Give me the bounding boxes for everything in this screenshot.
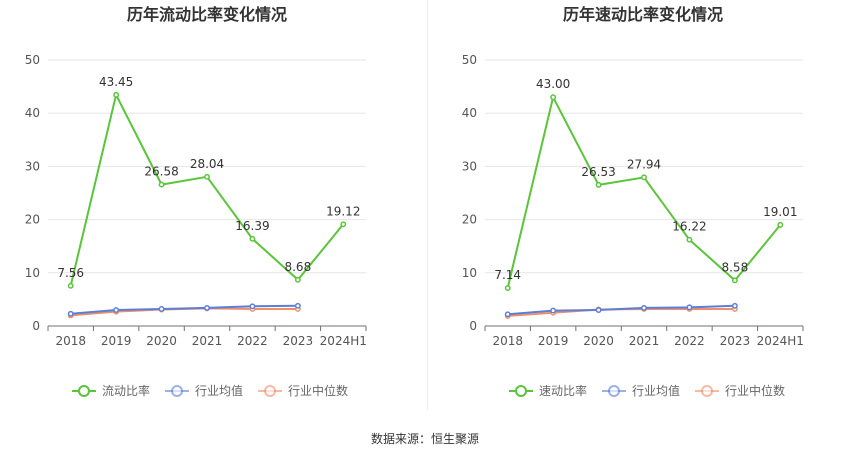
- data-point: [67, 310, 74, 317]
- legend-label: 行业中位数: [725, 383, 785, 398]
- data-label: 43.00: [536, 77, 570, 91]
- legend-swatch-marker: [608, 385, 620, 397]
- data-label: 26.53: [581, 165, 615, 179]
- x-tick-label: 2018: [55, 334, 86, 348]
- y-tick-label: 40: [462, 106, 477, 120]
- y-tick-label: 50: [462, 53, 477, 67]
- data-label: 28.04: [190, 157, 224, 171]
- x-tick-label: 2019: [538, 334, 569, 348]
- data-point: [204, 304, 210, 311]
- series-line-2: [507, 304, 735, 316]
- legend-swatch-marker: [701, 385, 713, 397]
- data-point: [731, 277, 738, 284]
- y-tick-label: 30: [462, 159, 477, 173]
- data-point: [340, 221, 347, 228]
- data-label: 19.12: [326, 204, 360, 218]
- data-label: 16.39: [235, 219, 269, 233]
- y-tick-label: 50: [25, 53, 40, 67]
- data-point: [550, 307, 557, 314]
- x-tick-label: 2023: [720, 334, 751, 348]
- data-point: [67, 282, 74, 289]
- legend-label: 流动比率: [102, 383, 150, 398]
- panel-divider: [427, 0, 428, 410]
- data-point: [686, 236, 693, 243]
- legend-item-1: 流动比率: [72, 383, 150, 398]
- chart-title: 历年流动比率变化情况: [127, 5, 287, 24]
- data-label: 8.58: [721, 260, 748, 274]
- y-tick-label: 30: [25, 159, 40, 173]
- data-point: [158, 306, 165, 312]
- chart-panel-2: 历年速动比率变化情况 0 10 20 30 40 50 2018 2019 2020 2021 202…: [462, 5, 804, 398]
- legend-label: 行业均值: [632, 383, 680, 398]
- legend-label: 行业均值: [195, 383, 243, 398]
- chart-title: 历年速动比率变化情况: [563, 5, 723, 24]
- data-label: 7.56: [57, 266, 84, 280]
- y-tick-label: 0: [32, 319, 40, 333]
- legend-item-2: 行业均值: [602, 383, 680, 398]
- data-label: 16.22: [672, 220, 706, 234]
- x-tick-label: 2024H1: [320, 334, 367, 348]
- y-tick-label: 20: [25, 213, 40, 227]
- data-label: 8.68: [284, 260, 311, 274]
- data-point: [504, 285, 511, 291]
- data-point: [113, 91, 120, 98]
- data-point: [249, 303, 256, 310]
- y-tick-label: 10: [25, 266, 40, 280]
- chart-panel-1: 历年流动比率变化情况 0 10 20 30 40 50 2018 2019 2020 2021 202…: [25, 5, 367, 398]
- data-point: [294, 276, 301, 283]
- legend-label: 速动比率: [539, 383, 587, 398]
- x-tick-label: 2023: [283, 334, 314, 348]
- x-tick-label: 2024H1: [757, 334, 804, 348]
- data-source-note: 数据来源：恒生聚源: [370, 432, 479, 446]
- x-tick-label: 2020: [583, 334, 614, 348]
- data-label: 19.01: [763, 205, 797, 219]
- x-tick-label: 2022: [237, 334, 268, 348]
- legend-item-3: 行业中位数: [258, 383, 348, 398]
- data-point: [249, 235, 256, 242]
- data-point: [731, 302, 738, 309]
- series-line-2: [70, 304, 298, 315]
- data-point: [113, 307, 120, 313]
- y-tick-label: 10: [462, 266, 477, 280]
- legend: 速动比率 行业均值 行业中位数: [509, 383, 785, 398]
- legend-swatch-marker: [515, 385, 527, 397]
- data-point: [595, 307, 602, 313]
- legend-item-1: 速动比率: [509, 383, 587, 398]
- x-tick-label: 2020: [146, 334, 177, 348]
- data-point: [158, 181, 165, 188]
- series-line-1: [69, 91, 345, 287]
- data-point: [777, 221, 784, 228]
- y-tick-label: 40: [25, 106, 40, 120]
- legend: 流动比率 行业均值 行业中位数: [72, 383, 348, 398]
- x-tick-label: 2019: [101, 334, 132, 348]
- y-tick-label: 20: [462, 213, 477, 227]
- x-tick-label: 2021: [192, 334, 223, 348]
- x-tick-label: 2022: [674, 334, 705, 348]
- data-point: [504, 311, 511, 318]
- legend-swatch-marker: [78, 385, 90, 397]
- data-point: [294, 302, 301, 309]
- data-point: [686, 304, 693, 311]
- data-label: 27.94: [627, 157, 661, 171]
- legend-item-2: 行业均值: [165, 383, 243, 398]
- x-tick-label: 2021: [629, 334, 660, 348]
- y-tick-label: 0: [469, 319, 477, 333]
- x-tick-label: 2018: [492, 334, 523, 348]
- data-label: 26.58: [144, 165, 178, 179]
- legend-label: 行业中位数: [288, 383, 348, 398]
- legend-swatch-marker: [171, 385, 183, 397]
- data-point: [641, 174, 647, 181]
- data-point: [204, 173, 210, 180]
- data-point: [595, 181, 602, 188]
- data-label: 7.14: [494, 268, 521, 282]
- data-point: [641, 304, 647, 311]
- legend-swatch-marker: [264, 385, 276, 397]
- legend-item-3: 行业中位数: [695, 383, 785, 398]
- data-point: [550, 94, 557, 101]
- data-label: 43.45: [99, 75, 133, 89]
